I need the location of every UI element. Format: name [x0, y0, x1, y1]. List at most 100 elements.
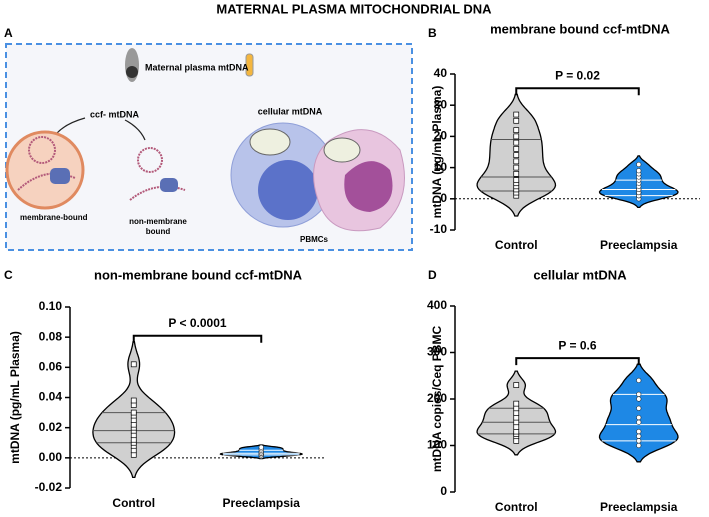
data-point — [513, 414, 520, 421]
arrow — [124, 119, 146, 141]
data-point — [636, 442, 642, 449]
diagram-label: membrane-bound — [20, 213, 88, 222]
x-tick-label: Preeclampsia — [600, 238, 678, 252]
nucleus — [344, 161, 393, 212]
data-point — [513, 382, 520, 388]
nucleus — [258, 160, 318, 220]
y-tick-label: 0.06 — [39, 360, 63, 374]
data-point — [636, 161, 642, 168]
panel-letter: B — [428, 26, 437, 40]
diagram-label: cellular mtDNA — [258, 106, 323, 116]
y-tick-label: 20 — [434, 129, 448, 143]
data-point — [513, 170, 520, 177]
y-tick-label: 0 — [440, 191, 447, 205]
x-tick-label: Control — [112, 496, 155, 510]
y-tick-label: 300 — [427, 345, 447, 359]
y-tick-label: 200 — [427, 391, 447, 405]
annotation: P = 0.6 — [558, 338, 596, 352]
y-tick-label: -0.02 — [35, 480, 63, 494]
annotation: P = 0.02 — [555, 68, 600, 82]
significance-bracket — [132, 334, 263, 343]
figure-title: MATERNAL PLASMA MITOCHONDRIAL DNA — [216, 1, 492, 16]
significance-bracket — [515, 87, 640, 96]
y-axis-label: mtDNA copies/Ceq PBMC — [430, 326, 444, 473]
data-point — [513, 146, 520, 152]
annotation: P < 0.0001 — [168, 316, 226, 330]
y-tick-label: 0.00 — [39, 450, 63, 464]
diagram-label: bound — [146, 227, 171, 236]
data-point — [513, 419, 520, 426]
data-point — [258, 444, 264, 450]
data-point — [513, 405, 520, 412]
y-tick-label: 10 — [434, 160, 448, 174]
protein — [50, 168, 70, 184]
data-point — [636, 391, 642, 397]
data-point — [513, 438, 520, 444]
data-point — [513, 117, 520, 124]
data-point — [513, 424, 520, 430]
data-point — [513, 177, 520, 183]
chart-title: cellular mtDNA — [533, 267, 627, 282]
data-point — [513, 400, 520, 407]
y-tick-label: 0.02 — [39, 420, 63, 434]
data-point — [513, 111, 520, 118]
protein — [160, 178, 178, 192]
data-point — [513, 152, 520, 158]
mtdna — [28, 136, 56, 164]
data-point — [636, 438, 642, 444]
panel-letter: C — [4, 268, 13, 282]
tube-icon — [245, 53, 254, 77]
data-point — [636, 433, 642, 439]
vesicle — [5, 130, 85, 210]
mtdna — [137, 147, 163, 173]
data-point — [513, 133, 520, 140]
diagram-label: non-membrane — [129, 217, 187, 226]
diagram: Maternal plasma mtDNA ccf- mtDNA membran… — [5, 43, 413, 251]
y-tick-label: 0.10 — [39, 299, 63, 313]
data-point — [130, 409, 137, 416]
data-point — [130, 361, 137, 368]
y-tick-label: 0.08 — [39, 329, 63, 343]
y-axis-label: mtDNA (pg/mL Plasma) — [430, 86, 444, 219]
chart-title: non-membrane bound ccf-mtDNA — [94, 267, 303, 282]
mitochondrion — [249, 128, 291, 156]
data-point — [513, 164, 520, 171]
diagram-label: ccf- mtDNA — [90, 109, 140, 119]
y-tick-label: 100 — [427, 438, 447, 452]
data-point — [513, 139, 520, 146]
data-point — [513, 127, 520, 134]
data-point — [513, 428, 520, 435]
violin — [598, 363, 679, 463]
significance-bracket — [515, 357, 640, 366]
y-tick-label: -10 — [430, 222, 448, 236]
y-tick-label: 0.04 — [39, 390, 63, 404]
x-tick-label: Control — [495, 500, 538, 514]
y-axis-label: mtDNA (pg/mL Plasma) — [8, 331, 22, 464]
x-tick-label: Preeclampsia — [223, 496, 301, 510]
data-point — [636, 377, 642, 383]
mtdna — [17, 172, 76, 191]
data-point — [636, 415, 642, 421]
chart-title: membrane bound ccf-mtDNA — [490, 21, 670, 36]
data-point — [513, 410, 520, 416]
panel-letter: A — [4, 26, 13, 40]
panel-letter: D — [428, 268, 437, 282]
y-tick-label: 30 — [434, 97, 448, 111]
y-tick-label: 0 — [440, 484, 447, 498]
data-point — [513, 158, 520, 165]
data-point — [130, 397, 137, 404]
mitochondrion — [323, 137, 361, 163]
diagram-label: Maternal plasma mtDNA — [145, 62, 249, 72]
data-point — [636, 405, 642, 411]
x-tick-label: Preeclampsia — [600, 500, 678, 514]
data-point — [636, 396, 642, 402]
data-point — [636, 419, 642, 425]
x-tick-label: Control — [495, 238, 538, 252]
data-point — [636, 168, 642, 174]
data-point — [636, 429, 642, 435]
y-tick-label: 40 — [434, 66, 448, 80]
y-tick-label: 400 — [427, 298, 447, 312]
diagram-label: PBMCs — [300, 235, 329, 244]
body-icon — [126, 66, 138, 78]
